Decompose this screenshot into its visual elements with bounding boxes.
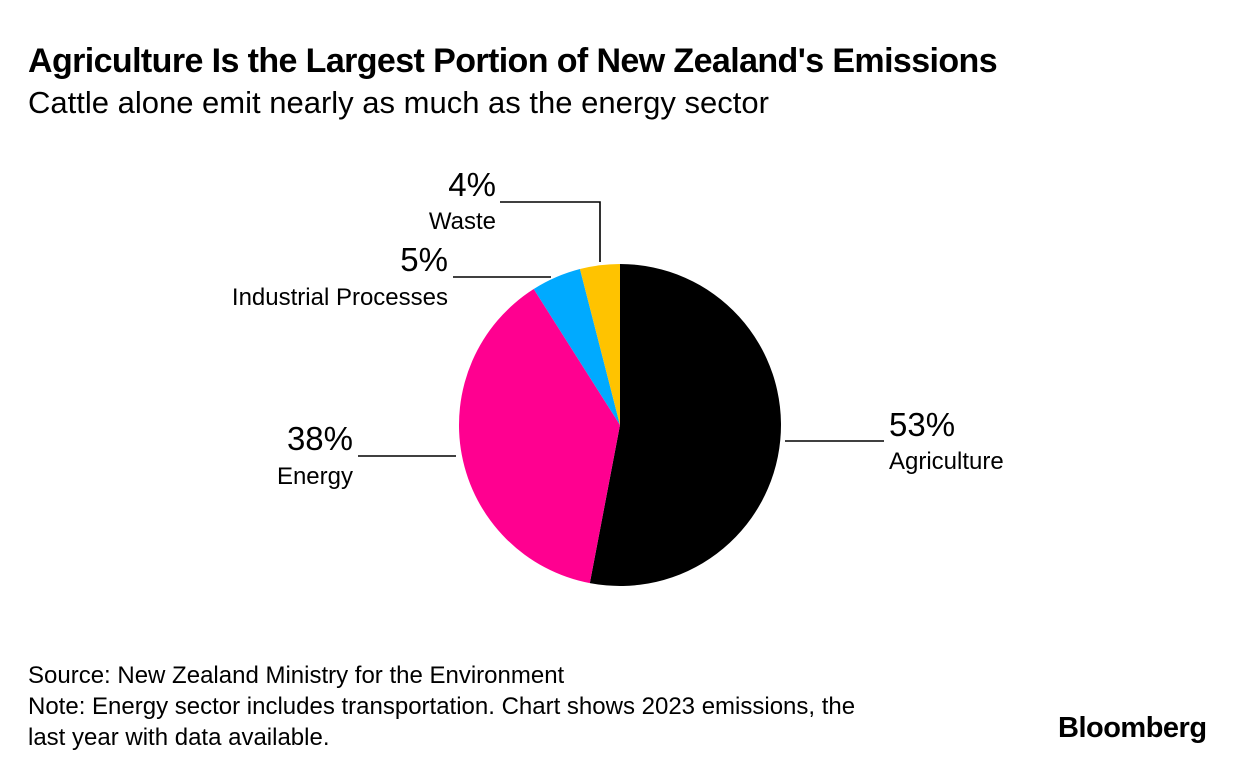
- slice-value-label-agriculture: 53%: [889, 406, 955, 443]
- slice-category-label-energy: Energy: [277, 463, 353, 490]
- chart-title: Agriculture Is the Largest Portion of Ne…: [28, 42, 998, 80]
- slice-category-label-agriculture: Agriculture: [889, 448, 1004, 475]
- chart-footer: Source: New Zealand Ministry for the Env…: [28, 660, 988, 753]
- chart-subtitle: Cattle alone emit nearly as much as the …: [28, 85, 769, 120]
- bloomberg-logo: Bloomberg: [1058, 712, 1207, 744]
- slice-value-label-waste: 4%: [448, 166, 496, 203]
- slice-category-label-waste: Waste: [429, 208, 496, 235]
- slice-value-label-energy: 38%: [287, 420, 353, 457]
- pie-slice-waste: [579, 264, 620, 425]
- source-text: Source: New Zealand Ministry for the Env…: [28, 662, 565, 689]
- note-line-2: last year with data available.: [28, 724, 330, 751]
- pie-slice-industrial-processes: [533, 269, 620, 425]
- slice-value-label-industrial-processes: 5%: [400, 241, 448, 278]
- slice-category-label-industrial-processes: Industrial Processes: [232, 284, 448, 311]
- leader-line-waste: [500, 201, 601, 262]
- pie-slice-agriculture: [589, 264, 781, 586]
- note-line-1: Note: Energy sector includes transportat…: [28, 693, 856, 720]
- pie-slice-energy: [458, 289, 620, 584]
